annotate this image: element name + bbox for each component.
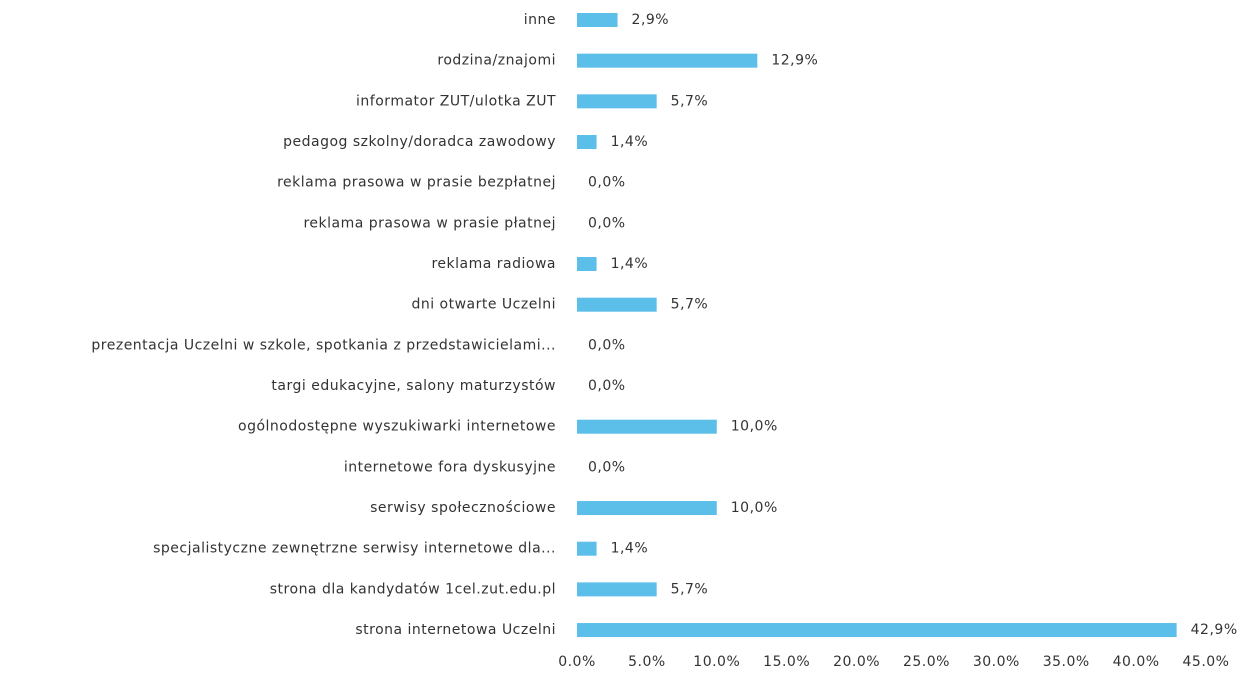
bar (577, 135, 597, 150)
y-tick-label: targi edukacyjne, salony maturzystów (271, 378, 556, 394)
y-tick-label: reklama prasowa w prasie płatnej (303, 215, 556, 231)
data-label: 0,0% (588, 215, 626, 231)
y-tick-label: specjalistyczne zewnętrzne serwisy inter… (153, 541, 556, 557)
bar (577, 94, 657, 109)
y-tick-label: informator ZUT/ulotka ZUT (356, 93, 556, 109)
x-tick-label: 30.0% (973, 654, 1020, 670)
data-label: 10,0% (731, 419, 778, 435)
x-tick-label: 45.0% (1183, 654, 1230, 670)
x-tick-label: 25.0% (903, 654, 950, 670)
data-label: 0,0% (588, 337, 626, 353)
x-tick-label: 0.0% (558, 654, 596, 670)
bar (577, 297, 657, 312)
x-tick-label: 15.0% (763, 654, 810, 670)
data-label: 0,0% (588, 378, 626, 394)
y-tick-label: dni otwarte Uczelni (411, 297, 556, 313)
data-label: 5,7% (671, 581, 709, 597)
bar (577, 257, 597, 272)
bar (577, 13, 618, 27)
y-tick-label: inne (524, 12, 556, 28)
data-label: 5,7% (671, 297, 709, 313)
data-label: 10,0% (731, 500, 778, 516)
bar (577, 53, 758, 68)
y-tick-label: strona internetowa Uczelni (355, 622, 556, 638)
y-tick-label: strona dla kandydatów 1cel.zut.edu.pl (270, 581, 556, 597)
bar (577, 419, 717, 434)
data-label: 5,7% (671, 93, 709, 109)
data-label: 1,4% (611, 134, 649, 150)
y-tick-label: reklama radiowa (431, 256, 556, 272)
x-tick-label: 20.0% (833, 654, 880, 670)
bar (577, 582, 657, 597)
y-tick-label: internetowe fora dyskusyjne (344, 459, 556, 475)
x-tick-label: 35.0% (1043, 654, 1090, 670)
y-tick-label: prezentacja Uczelni w szkole, spotkania … (91, 337, 556, 353)
y-tick-label: serwisy społecznościowe (370, 500, 556, 516)
data-label: 12,9% (771, 53, 818, 69)
x-tick-label: 5.0% (628, 654, 666, 670)
bar (577, 501, 717, 516)
data-label: 0,0% (588, 175, 626, 191)
y-tick-label: ogólnodostępne wyszukiwarki internetowe (238, 419, 556, 435)
data-label: 0,0% (588, 459, 626, 475)
bar (577, 623, 1177, 638)
y-tick-label: reklama prasowa w prasie bezpłatnej (277, 175, 556, 191)
x-tick-label: 40.0% (1113, 654, 1160, 670)
data-label: 2,9% (632, 12, 670, 28)
y-tick-label: rodzina/znajomi (437, 53, 556, 69)
x-tick-label: 10.0% (693, 654, 740, 670)
data-label: 42,9% (1191, 622, 1238, 638)
data-label: 1,4% (611, 256, 649, 272)
y-tick-label: pedagog szkolny/doradca zawodowy (283, 134, 556, 150)
bar (577, 541, 597, 556)
data-label: 1,4% (611, 541, 649, 557)
